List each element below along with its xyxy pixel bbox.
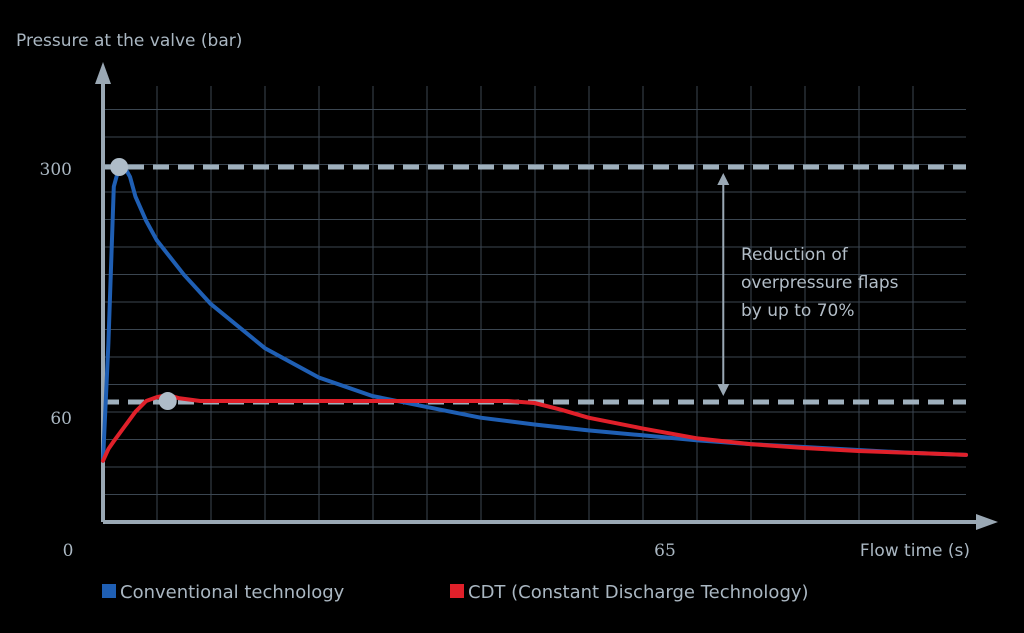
y-tick-60: 60 (50, 409, 72, 429)
legend-label-conventional: Conventional technology (120, 582, 345, 603)
y-axis-title: Pressure at the valve (bar) (16, 31, 242, 51)
peak-marker-1 (110, 158, 129, 176)
y-tick-300: 300 (40, 160, 72, 180)
annotation-arrow (717, 173, 730, 396)
series-line-cdt (101, 393, 968, 463)
x-tick-65: 65 (654, 541, 676, 561)
markers (110, 158, 177, 411)
y-axis-arrowhead (95, 62, 111, 84)
legend-swatch-conventional (102, 584, 116, 598)
x-tick-0: 0 (63, 541, 74, 561)
legend-swatch-cdt (450, 584, 464, 598)
annotation-line-3: by up to 70% (741, 301, 854, 321)
legend-label-cdt: CDT (Constant Discharge Technology) (468, 582, 809, 603)
peak-marker-2 (158, 392, 177, 411)
annotation-arrowhead-bottom (717, 384, 730, 396)
annotation-line-1: Reduction of (741, 245, 849, 265)
axes (95, 62, 998, 530)
x-axis-arrowhead (976, 514, 998, 530)
annotation-line-2: overpressure flaps (741, 273, 899, 293)
x-axis-title: Flow time (s) (860, 541, 970, 561)
annotation-arrowhead-top (717, 173, 730, 185)
